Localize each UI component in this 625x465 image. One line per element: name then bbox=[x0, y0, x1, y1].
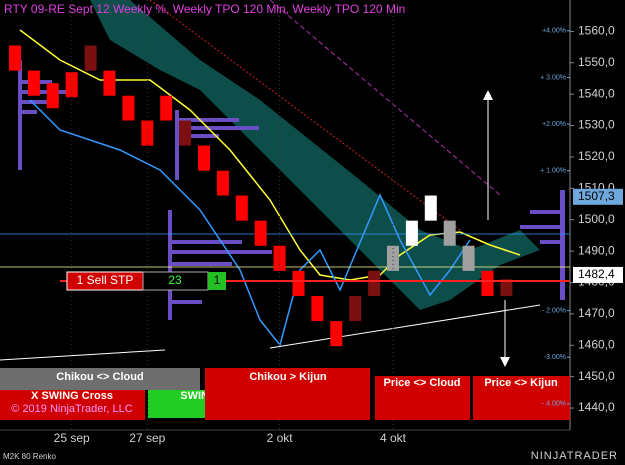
brick bbox=[311, 295, 324, 322]
brick bbox=[349, 295, 362, 322]
price-tag bbox=[573, 188, 623, 205]
signal-box bbox=[375, 376, 470, 420]
brick bbox=[273, 245, 286, 271]
brick bbox=[235, 195, 248, 221]
signal-label: Chikou > Kijun bbox=[249, 371, 327, 383]
brick bbox=[122, 95, 135, 121]
chart-title: RTY 09-RE Sept 12 Weekly %, Weekly TPO 1… bbox=[4, 2, 405, 16]
y-tick-label: 1440,0 bbox=[578, 400, 615, 414]
brick bbox=[500, 279, 513, 296]
y-tick-label: 1490,0 bbox=[578, 243, 615, 257]
brick bbox=[462, 245, 475, 271]
signal-label: Price <> Cloud bbox=[383, 377, 460, 389]
y2-tick-label: -3.00% bbox=[544, 354, 566, 361]
copyright: © 2019 NinjaTrader, LLC bbox=[11, 403, 132, 415]
brick bbox=[46, 83, 59, 109]
brick bbox=[198, 145, 210, 171]
x-tick-label: 2 okt bbox=[267, 431, 294, 445]
brick bbox=[141, 120, 154, 146]
y2-tick-label: + 3.00% bbox=[540, 74, 566, 81]
y2-tick-label: - 2.00% bbox=[542, 307, 566, 314]
trend-line bbox=[149, 0, 461, 231]
signal-box bbox=[473, 376, 570, 420]
y-tick-label: 1530,0 bbox=[578, 118, 615, 132]
brick bbox=[424, 195, 437, 221]
signal-box bbox=[0, 368, 200, 390]
x-tick-label: 27 sep bbox=[129, 431, 165, 445]
signal-box bbox=[205, 368, 370, 420]
order-filled: 1 bbox=[214, 273, 221, 287]
brick bbox=[443, 220, 456, 246]
y-tick-label: 1540,0 bbox=[578, 86, 615, 100]
x-tick-label: 4 okt bbox=[380, 431, 407, 445]
signal-label: X SWING Cross bbox=[31, 390, 113, 402]
signal-box bbox=[0, 390, 145, 420]
y-tick-label: 1470,0 bbox=[578, 306, 615, 320]
y-tick-label: 1460,0 bbox=[578, 337, 615, 351]
chikou-line bbox=[29, 99, 471, 347]
y-tick-label: 1500,0 bbox=[578, 212, 615, 226]
brick bbox=[216, 170, 229, 196]
y-tick-label: 1550,0 bbox=[578, 55, 615, 69]
brick bbox=[103, 70, 116, 96]
price-tag-label: 1507,3 bbox=[578, 189, 615, 203]
brick bbox=[330, 321, 343, 347]
price-tag-label: 1482,4 bbox=[578, 267, 615, 281]
y2-tick-label: +2.00% bbox=[542, 121, 566, 128]
arrow bbox=[483, 90, 493, 100]
signal-label: Chikou <> Cloud bbox=[56, 371, 143, 383]
brick bbox=[9, 45, 21, 71]
brick bbox=[368, 270, 381, 296]
brick bbox=[27, 70, 40, 96]
y-tick-label: 1450,0 bbox=[578, 369, 615, 383]
trend-line bbox=[0, 349, 166, 361]
price-tag bbox=[573, 266, 623, 283]
brick bbox=[179, 120, 192, 146]
brick bbox=[254, 220, 267, 246]
arrow bbox=[500, 357, 510, 367]
y-tick-label: 1520,0 bbox=[578, 149, 615, 163]
trend-line bbox=[269, 0, 501, 196]
instrument: M2K 80 Renko bbox=[3, 452, 56, 461]
brick bbox=[160, 95, 173, 121]
order-label: 1 Sell STP bbox=[77, 273, 134, 287]
brick bbox=[292, 270, 305, 296]
x-tick-label: 25 sep bbox=[54, 431, 90, 445]
brand: NINJATRADER bbox=[531, 450, 618, 462]
y2-tick-label: +4.00% bbox=[542, 28, 566, 35]
trend-line bbox=[269, 304, 541, 349]
order-count: 23 bbox=[168, 273, 182, 287]
y2-tick-label: - 4.00% bbox=[542, 401, 566, 408]
brick bbox=[84, 45, 97, 71]
signal-label: Price <> Kijun bbox=[484, 377, 558, 389]
y-tick-label: 1560,0 bbox=[578, 24, 615, 38]
y2-tick-label: + 1.00% bbox=[540, 168, 566, 175]
order-filled-box bbox=[208, 272, 226, 290]
brick bbox=[405, 220, 418, 246]
brick bbox=[481, 270, 494, 296]
ichimoku-cloud bbox=[90, 0, 540, 310]
brick bbox=[387, 245, 399, 271]
